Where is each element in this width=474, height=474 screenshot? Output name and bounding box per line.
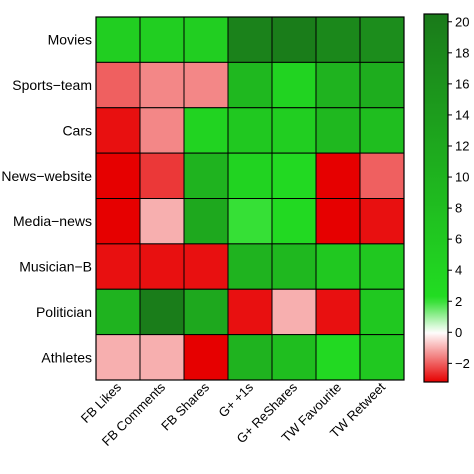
heatmap-cell bbox=[359, 334, 405, 381]
heatmap-cell bbox=[95, 61, 141, 109]
heatmap-cell bbox=[227, 198, 273, 245]
heatmap-cell bbox=[183, 198, 229, 245]
heatmap-cell bbox=[183, 288, 229, 336]
heatmap-cell bbox=[227, 107, 273, 154]
heatmap-cell bbox=[359, 243, 405, 290]
heatmap-cell bbox=[271, 107, 317, 154]
heatmap-cell bbox=[271, 61, 317, 109]
colorbar-tick-label: 12 bbox=[455, 138, 469, 153]
heatmap-cell bbox=[95, 243, 141, 290]
heatmap-cell bbox=[271, 334, 317, 381]
heatmap-cell bbox=[227, 61, 273, 109]
heatmap-cell bbox=[139, 107, 185, 154]
heatmap-cell bbox=[359, 198, 405, 245]
row-label: Athletes bbox=[41, 349, 92, 365]
heatmap-cell bbox=[183, 61, 229, 109]
heatmap-cell bbox=[315, 152, 361, 199]
colorbar-tick-label: 0 bbox=[455, 325, 462, 340]
heatmap-cell bbox=[271, 16, 317, 63]
column-label: FB Shares bbox=[158, 379, 212, 433]
heatmap-cell bbox=[183, 334, 229, 381]
colorbar-gradient bbox=[423, 13, 449, 383]
heatmap-cell bbox=[183, 16, 229, 63]
heatmap-cell bbox=[95, 288, 141, 336]
column-label: G+ +1s bbox=[215, 379, 256, 420]
colorbar-tick-label: 2 bbox=[455, 294, 462, 309]
colorbar-tick-label: 10 bbox=[455, 170, 469, 185]
row-label: News−website bbox=[1, 168, 92, 184]
colorbar-tick-label: 14 bbox=[455, 107, 469, 122]
heatmap-cell bbox=[95, 198, 141, 245]
row-label: Movies bbox=[48, 32, 92, 48]
heatmap-cell bbox=[139, 61, 185, 109]
row-labels: Movies Sports−team Cars News−website Media−n… bbox=[1, 32, 92, 366]
row-label: Politician bbox=[36, 304, 92, 320]
heatmap-cells bbox=[95, 16, 405, 381]
heatmap-cell bbox=[95, 334, 141, 381]
row-label: Cars bbox=[62, 122, 92, 138]
heatmap-cell bbox=[359, 152, 405, 199]
heatmap-cell bbox=[95, 107, 141, 154]
heatmap-cell bbox=[227, 334, 273, 381]
heatmap-cell bbox=[359, 107, 405, 154]
heatmap-cell bbox=[183, 243, 229, 290]
colorbar-tick-label: 4 bbox=[455, 263, 462, 278]
heatmap-cell bbox=[315, 334, 361, 381]
heatmap-cell bbox=[183, 107, 229, 154]
row-label: Media−news bbox=[13, 213, 92, 229]
heatmap-cell bbox=[139, 334, 185, 381]
colorbar-tick-label: 20 bbox=[455, 14, 469, 29]
heatmap-cell bbox=[359, 16, 405, 63]
heatmap-frame bbox=[95, 16, 405, 381]
heatmap-cell bbox=[315, 243, 361, 290]
heatmap-cell bbox=[139, 198, 185, 245]
colorbar-tick-label: 18 bbox=[455, 45, 469, 60]
heatmap-cell bbox=[315, 288, 361, 336]
heatmap-cell bbox=[359, 288, 405, 336]
heatmap-cell bbox=[315, 107, 361, 154]
heatmap-cell bbox=[95, 152, 141, 199]
heatmap-cell bbox=[227, 152, 273, 199]
heatmap-cell bbox=[183, 152, 229, 199]
colorbar-tick-label: 16 bbox=[455, 76, 469, 91]
heatmap-cell bbox=[271, 198, 317, 245]
heatmap-cell bbox=[139, 152, 185, 199]
heatmap-cell bbox=[315, 61, 361, 109]
row-label: Musician−B bbox=[19, 259, 92, 275]
heatmap-cell bbox=[227, 288, 273, 336]
heatmap-cell bbox=[227, 16, 273, 63]
heatmap-cell bbox=[271, 152, 317, 199]
heatmap-cell bbox=[227, 243, 273, 290]
heatmap-cell bbox=[271, 288, 317, 336]
row-label: Sports−team bbox=[12, 77, 92, 93]
heatmap-cell bbox=[359, 61, 405, 109]
heatmap-cell bbox=[139, 16, 185, 63]
colorbar-tick-label: 8 bbox=[455, 201, 462, 216]
heatmap-cell bbox=[139, 243, 185, 290]
heatmap-cell bbox=[95, 16, 141, 63]
heatmap-cell bbox=[315, 198, 361, 245]
heatmap-cell bbox=[139, 288, 185, 336]
heatmap-cell bbox=[315, 16, 361, 63]
heatmap-cell bbox=[271, 243, 317, 290]
colorbar-tick-label: −2 bbox=[455, 356, 470, 371]
colorbar-tick-label: 6 bbox=[455, 232, 462, 247]
